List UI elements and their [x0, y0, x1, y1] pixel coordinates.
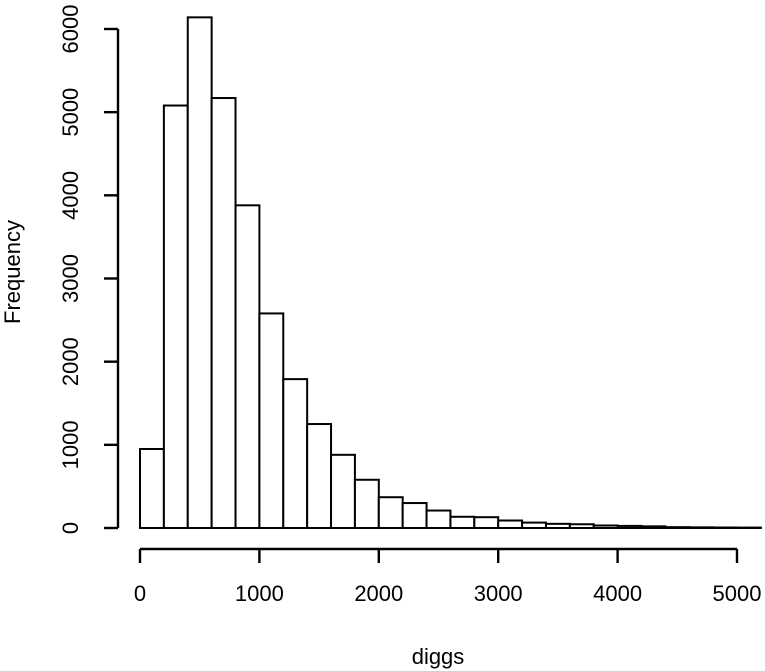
bars-group [139, 16, 762, 530]
histogram-bar [497, 519, 524, 530]
histogram-bar [473, 516, 500, 530]
y-axis-label: Frequency [0, 220, 25, 324]
histogram-bar [640, 525, 667, 530]
histogram-bar [544, 522, 571, 530]
y-axis-ticks: 0 1000 2000 3000 4000 5000 6000 [58, 5, 118, 534]
x-axis-label: diggs [412, 644, 465, 669]
y-tick-label: 2000 [58, 337, 83, 386]
x-tick-label: 3000 [474, 581, 523, 606]
histogram-bar [306, 423, 333, 529]
histogram-bar [330, 453, 356, 529]
histogram-bar [664, 526, 691, 530]
histogram-bar [401, 502, 428, 529]
histogram-bar [521, 521, 547, 530]
x-axis-ticks: 0 1000 2000 3000 4000 5000 [134, 549, 762, 606]
histogram-bar [592, 524, 619, 530]
histogram-bar [688, 526, 715, 529]
histogram-bar [162, 104, 189, 529]
histogram-bar [210, 97, 237, 530]
x-tick-label: 2000 [354, 581, 403, 606]
histogram-bar [568, 523, 595, 530]
histogram-bar [353, 478, 380, 530]
histogram-bar [186, 16, 213, 530]
histogram-bar [282, 378, 309, 529]
histogram-bar [449, 515, 476, 530]
histogram-bar [377, 496, 404, 529]
histogram-bar [616, 524, 643, 530]
histogram-bar [139, 447, 165, 529]
y-tick-label: 6000 [58, 5, 83, 54]
x-tick-label: 1000 [235, 581, 284, 606]
x-tick-label: 5000 [713, 581, 762, 606]
histogram-bar [425, 509, 452, 530]
x-tick-label: 4000 [593, 581, 642, 606]
y-tick-label: 5000 [58, 88, 83, 137]
histogram-bar [258, 312, 285, 529]
y-tick-label: 1000 [58, 420, 83, 469]
x-tick-label: 0 [134, 581, 146, 606]
histogram-bar [234, 204, 261, 530]
y-tick-label: 4000 [58, 171, 83, 220]
y-tick-label: 3000 [58, 254, 83, 303]
y-tick-label: 0 [58, 522, 83, 534]
